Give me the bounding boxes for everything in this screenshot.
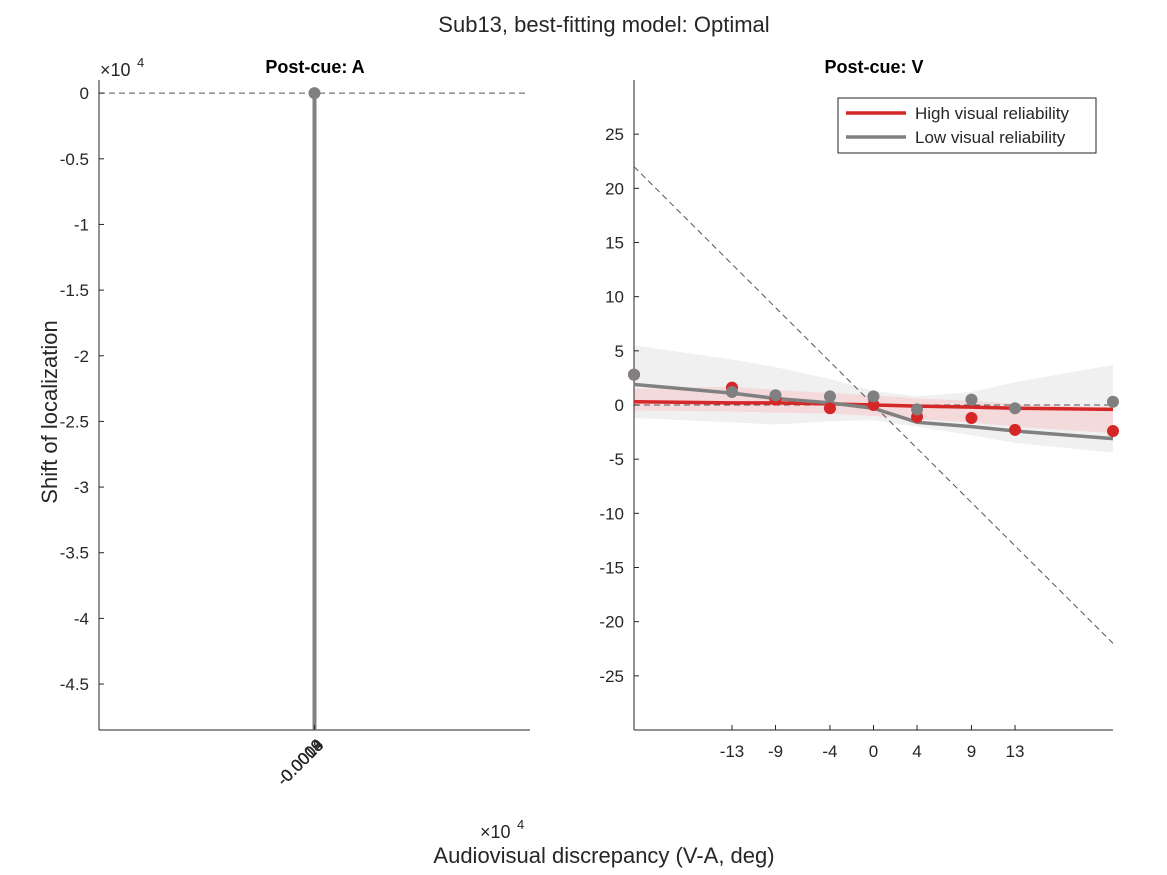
data-point-low-reliability <box>965 393 978 406</box>
panel-v-x-tick-label: -9 <box>768 742 783 761</box>
panel-v-x-tick-label: 0 <box>869 742 878 761</box>
x-axis-label: Audiovisual discrepancy (V-A, deg) <box>433 843 774 868</box>
data-point-low-reliability <box>628 368 640 381</box>
panel-a-y-tick-label: -3.5 <box>60 544 89 563</box>
panel-v-x-tick-label: 4 <box>912 742 921 761</box>
y-axis-label: Shift of localization <box>37 320 62 503</box>
panel-a-y-tick-label: -2 <box>74 347 89 366</box>
svg-text:4: 4 <box>517 817 524 832</box>
panel-a-y-tick-label: -4.5 <box>60 675 89 694</box>
data-point-low-reliability <box>867 390 880 403</box>
panel-v-y-tick-label: 20 <box>605 179 624 198</box>
legend-label-high: High visual reliability <box>915 104 1070 123</box>
panel-v-y-tick-label: -20 <box>599 613 624 632</box>
data-point-low-reliability <box>1107 395 1119 408</box>
panel-v-x-tick-label: 13 <box>1006 742 1025 761</box>
panel-v-x-tick-label: -4 <box>822 742 837 761</box>
panel-post-cue-a: Post-cue: A ×10 4 0 -0.5 -1 -1.5 -2 -2.5 -3 -3.… <box>60 55 530 790</box>
figure-suptitle: Sub13, best-fitting model: Optimal <box>438 12 769 37</box>
panel-v-y-tick-label: 25 <box>605 125 624 144</box>
panel-v-y-tick-label: -15 <box>599 559 624 578</box>
svg-text:×10: ×10 <box>100 60 131 80</box>
panel-v-x-tick-label: 9 <box>967 742 976 761</box>
panel-a-y-exponent: ×10 4 <box>100 55 144 80</box>
panel-a-x-tick-label: 0.0013 <box>277 735 327 785</box>
panel-v-x-tick-label: -13 <box>720 742 745 761</box>
panel-v-y-tick-label: 10 <box>605 288 624 307</box>
panel-a-y-tick-label: -4 <box>74 609 89 628</box>
data-point-high-reliability <box>823 402 836 415</box>
panel-a-marker <box>308 87 321 100</box>
data-point-low-reliability <box>725 386 738 398</box>
data-point-low-reliability <box>823 390 836 403</box>
panel-v-y-tick-label: -5 <box>609 450 624 469</box>
x-exponent-label: ×10 4 <box>480 817 524 842</box>
panel-v-diagonal-reference <box>633 166 1114 644</box>
panel-v-y-tick-label: -25 <box>599 667 624 686</box>
panel-v-y-tick-label: 15 <box>605 234 624 253</box>
panel-a-y-tick-label: -1 <box>74 215 89 234</box>
data-point-low-reliability <box>769 389 782 402</box>
panel-v-y-tick-label: -10 <box>599 504 624 523</box>
data-point-low-reliability <box>1009 402 1022 415</box>
panel-a-y-tick-label: -1.5 <box>60 281 89 300</box>
panel-post-cue-v: Post-cue: V 25 20 15 10 5 0 -5 -10 -15 -20 -25 -13 -… <box>599 57 1119 761</box>
panel-a-y-tick-label: -2.5 <box>60 412 89 431</box>
panel-v-y-tick-label: 5 <box>615 342 624 361</box>
panel-a-title: Post-cue: A <box>265 57 364 77</box>
panel-v-y-tick-label: 0 <box>615 396 624 415</box>
panel-a-y-tick-label: -0.5 <box>60 150 89 169</box>
legend-box <box>837 97 1097 154</box>
legend: High visual reliability Low visual relia… <box>837 97 1097 154</box>
panel-a-y-tick-label: -3 <box>74 478 89 497</box>
panel-v-title: Post-cue: V <box>824 57 923 77</box>
data-point-high-reliability <box>1009 423 1022 436</box>
data-point-high-reliability <box>965 412 978 424</box>
svg-text:×10: ×10 <box>480 822 511 842</box>
svg-text:4: 4 <box>137 55 144 70</box>
panel-a-y-tick-label: 0 <box>80 84 89 103</box>
data-point-high-reliability <box>867 399 880 411</box>
legend-label-low: Low visual reliability <box>915 128 1066 147</box>
data-point-high-reliability <box>1107 425 1119 437</box>
data-point-low-reliability <box>911 403 924 416</box>
